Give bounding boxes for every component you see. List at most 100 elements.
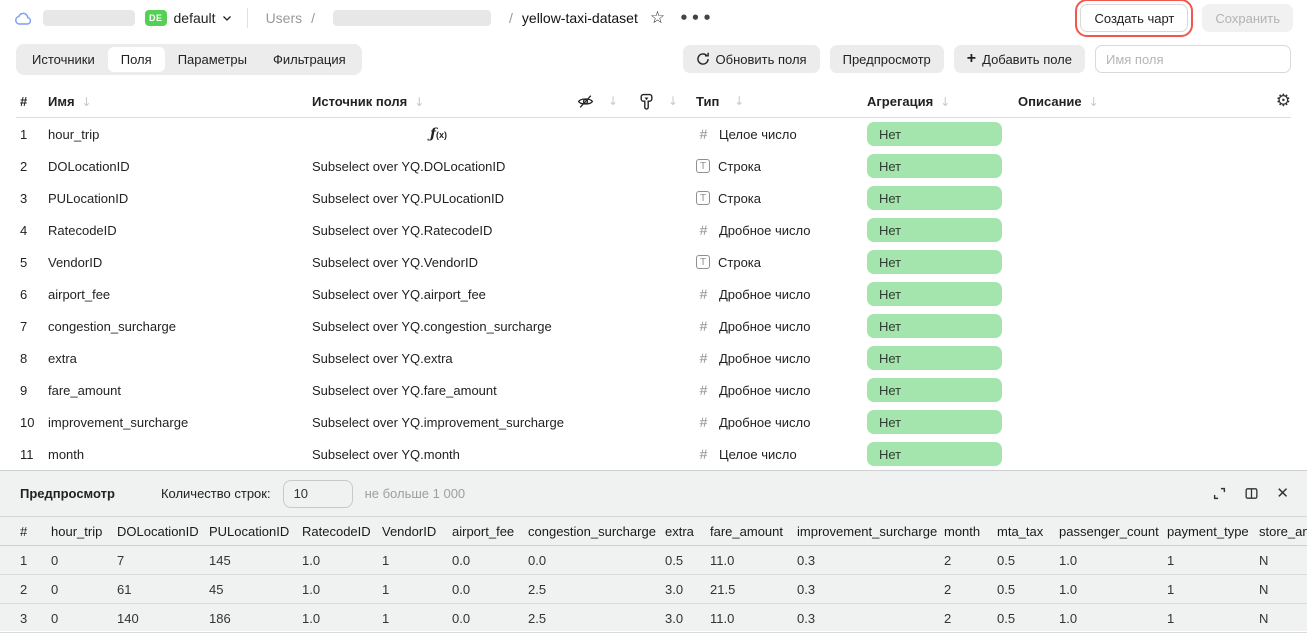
field-type-select[interactable]: # Дробное число	[686, 318, 867, 334]
plus-icon: +	[966, 50, 977, 67]
redacted-folder-name	[333, 10, 492, 26]
tab-sources[interactable]: Источники	[32, 51, 95, 67]
field-type-select[interactable]: # Дробное число	[686, 350, 867, 366]
aggregation-select[interactable]: Нет	[867, 122, 1002, 146]
field-type-select[interactable]: T Строка	[686, 255, 867, 270]
preview-button[interactable]: Предпросмотр	[829, 45, 944, 73]
table-settings-gear-icon[interactable]: ⚙	[1275, 90, 1291, 111]
field-name[interactable]: fare_amount	[48, 382, 121, 398]
breadcrumb-users[interactable]: Users	[265, 10, 303, 26]
field-type-label: Строка	[718, 254, 762, 270]
sort-icon[interactable]: ↓	[414, 94, 425, 109]
field-aggregation-cell: Нет	[867, 122, 1010, 146]
sort-icon[interactable]: ↓	[734, 94, 745, 108]
field-name[interactable]: PULocationID	[48, 190, 129, 206]
sort-icon[interactable]: ↓	[668, 94, 679, 108]
preview-table-header: # hour_trip DOLocationID PULocationID Rateco…	[0, 516, 1307, 546]
field-row: 4 RatecodeID Subselect over YQ.RatecodeID #…	[16, 214, 1291, 246]
aggregation-select[interactable]: Нет	[867, 410, 1002, 434]
sort-icon[interactable]: ↓	[81, 94, 92, 109]
preview-cell: 1.0	[302, 581, 321, 597]
field-row: 9 fare_amount Subselect over YQ.fare_amoun…	[16, 374, 1291, 406]
field-row: 7 congestion_surcharge Subselect over YQ.c…	[16, 310, 1291, 342]
preview-cell: 1.0	[1059, 581, 1078, 597]
tab-fields[interactable]: Поля	[107, 46, 165, 72]
field-type-label: Дробное число	[719, 350, 811, 366]
field-aggregation-cell: Нет	[867, 410, 1010, 434]
field-name-search-input[interactable]	[1095, 45, 1291, 73]
create-chart-button[interactable]: Создать чарт	[1075, 0, 1194, 37]
string-type-icon: T	[696, 191, 710, 205]
field-name[interactable]: congestion_surcharge	[48, 318, 176, 334]
aggregation-select[interactable]: Нет	[867, 282, 1002, 306]
preview-cell: 0.0	[528, 552, 547, 568]
field-type-select[interactable]: # Дробное число	[686, 222, 867, 238]
field-type-select[interactable]: # Дробное число	[686, 382, 867, 398]
save-button[interactable]: Сохранить	[1202, 4, 1293, 32]
field-type-select[interactable]: # Целое число	[686, 446, 867, 462]
preview-row: 1 0 7 145 1.0 1 0.0 0.0 0.5 11.0 0.3 2 0.5 1.0 1 N	[0, 546, 1307, 575]
sort-icon[interactable]: ↓	[1088, 94, 1099, 109]
project-switcher[interactable]: default	[174, 10, 233, 26]
field-type-label: Строка	[718, 190, 762, 206]
field-name[interactable]: hour_trip	[48, 126, 100, 142]
preview-col-header: month	[944, 523, 981, 539]
key-icon[interactable]	[639, 93, 654, 110]
field-type-select[interactable]: T Строка	[686, 159, 867, 174]
aggregation-select[interactable]: Нет	[867, 250, 1002, 274]
aggregation-select[interactable]: Нет	[867, 442, 1002, 466]
preview-panel: Предпросмотр Количество строк: не больше…	[0, 470, 1307, 633]
aggregation-select[interactable]: Нет	[867, 378, 1002, 402]
tab-filtering[interactable]: Фильтрация	[273, 51, 346, 67]
aggregation-select[interactable]: Нет	[867, 154, 1002, 178]
preview-cell: 1.0	[1059, 552, 1078, 568]
field-aggregation-cell: Нет	[867, 250, 1010, 274]
preview-table-body: 1 0 7 145 1.0 1 0.0 0.0 0.5 11.0 0.3 2 0.5 1.0 1 N 2 0 61 4…	[0, 546, 1307, 633]
aggregation-select[interactable]: Нет	[867, 346, 1002, 370]
split-view-icon[interactable]	[1244, 486, 1259, 501]
fields-table: # Имя ↓ Источник поля ↓ ↓ ↓ Тип ↓ Агрегация…	[0, 82, 1307, 470]
col-description: Описание ↓	[1018, 93, 1099, 109]
field-aggregation-cell: Нет	[867, 378, 1010, 402]
field-aggregation-cell: Нет	[867, 442, 1010, 466]
field-name[interactable]: airport_fee	[48, 286, 111, 302]
row-count-input[interactable]	[282, 479, 353, 508]
field-index: 9	[20, 382, 28, 398]
more-actions-icon[interactable]: •••	[679, 8, 714, 27]
field-row: 6 airport_fee Subselect over YQ.airport_fe…	[16, 278, 1291, 310]
field-name[interactable]: VendorID	[48, 254, 103, 270]
field-name[interactable]: extra	[48, 350, 77, 366]
field-name[interactable]: month	[48, 446, 85, 462]
sort-icon[interactable]: ↓	[940, 94, 951, 109]
field-type-select[interactable]: # Целое число	[686, 126, 867, 142]
preview-cell: N	[1259, 581, 1269, 597]
preview-cell: 61	[117, 581, 132, 597]
field-name[interactable]: RatecodeID	[48, 222, 117, 238]
eye-off-icon[interactable]	[577, 93, 594, 110]
breadcrumb-separator: /	[509, 10, 513, 26]
tab-parameters[interactable]: Параметры	[177, 51, 247, 67]
toolbar: Источники Поля Параметры Фильтрация Обновит…	[0, 36, 1307, 82]
refresh-fields-button[interactable]: Обновить поля	[682, 45, 820, 73]
field-name[interactable]: improvement_surcharge	[48, 414, 189, 430]
field-aggregation-cell: Нет	[867, 282, 1010, 306]
close-preview-icon[interactable]: ✕	[1276, 484, 1289, 502]
preview-col-header: congestion_surcharge	[528, 523, 656, 539]
field-type-select[interactable]: T Строка	[686, 191, 867, 206]
favorite-star-icon[interactable]: ☆	[649, 7, 666, 28]
field-name[interactable]: DOLocationID	[48, 158, 130, 174]
preview-cell: 11.0	[710, 610, 735, 626]
field-aggregation-cell: Нет	[867, 186, 1010, 210]
preview-cell: 0.5	[997, 581, 1016, 597]
preview-cell: 0.5	[665, 552, 684, 568]
aggregation-select[interactable]: Нет	[867, 314, 1002, 338]
col-index: #	[20, 93, 28, 109]
field-type-select[interactable]: # Дробное число	[686, 414, 867, 430]
field-source: Subselect over YQ.month	[312, 446, 460, 462]
aggregation-select[interactable]: Нет	[867, 186, 1002, 210]
field-type-select[interactable]: # Дробное число	[686, 286, 867, 302]
aggregation-select[interactable]: Нет	[867, 218, 1002, 242]
add-field-button[interactable]: + Добавить поле	[953, 45, 1085, 73]
sort-icon[interactable]: ↓	[608, 94, 619, 108]
expand-preview-icon[interactable]	[1212, 486, 1227, 501]
